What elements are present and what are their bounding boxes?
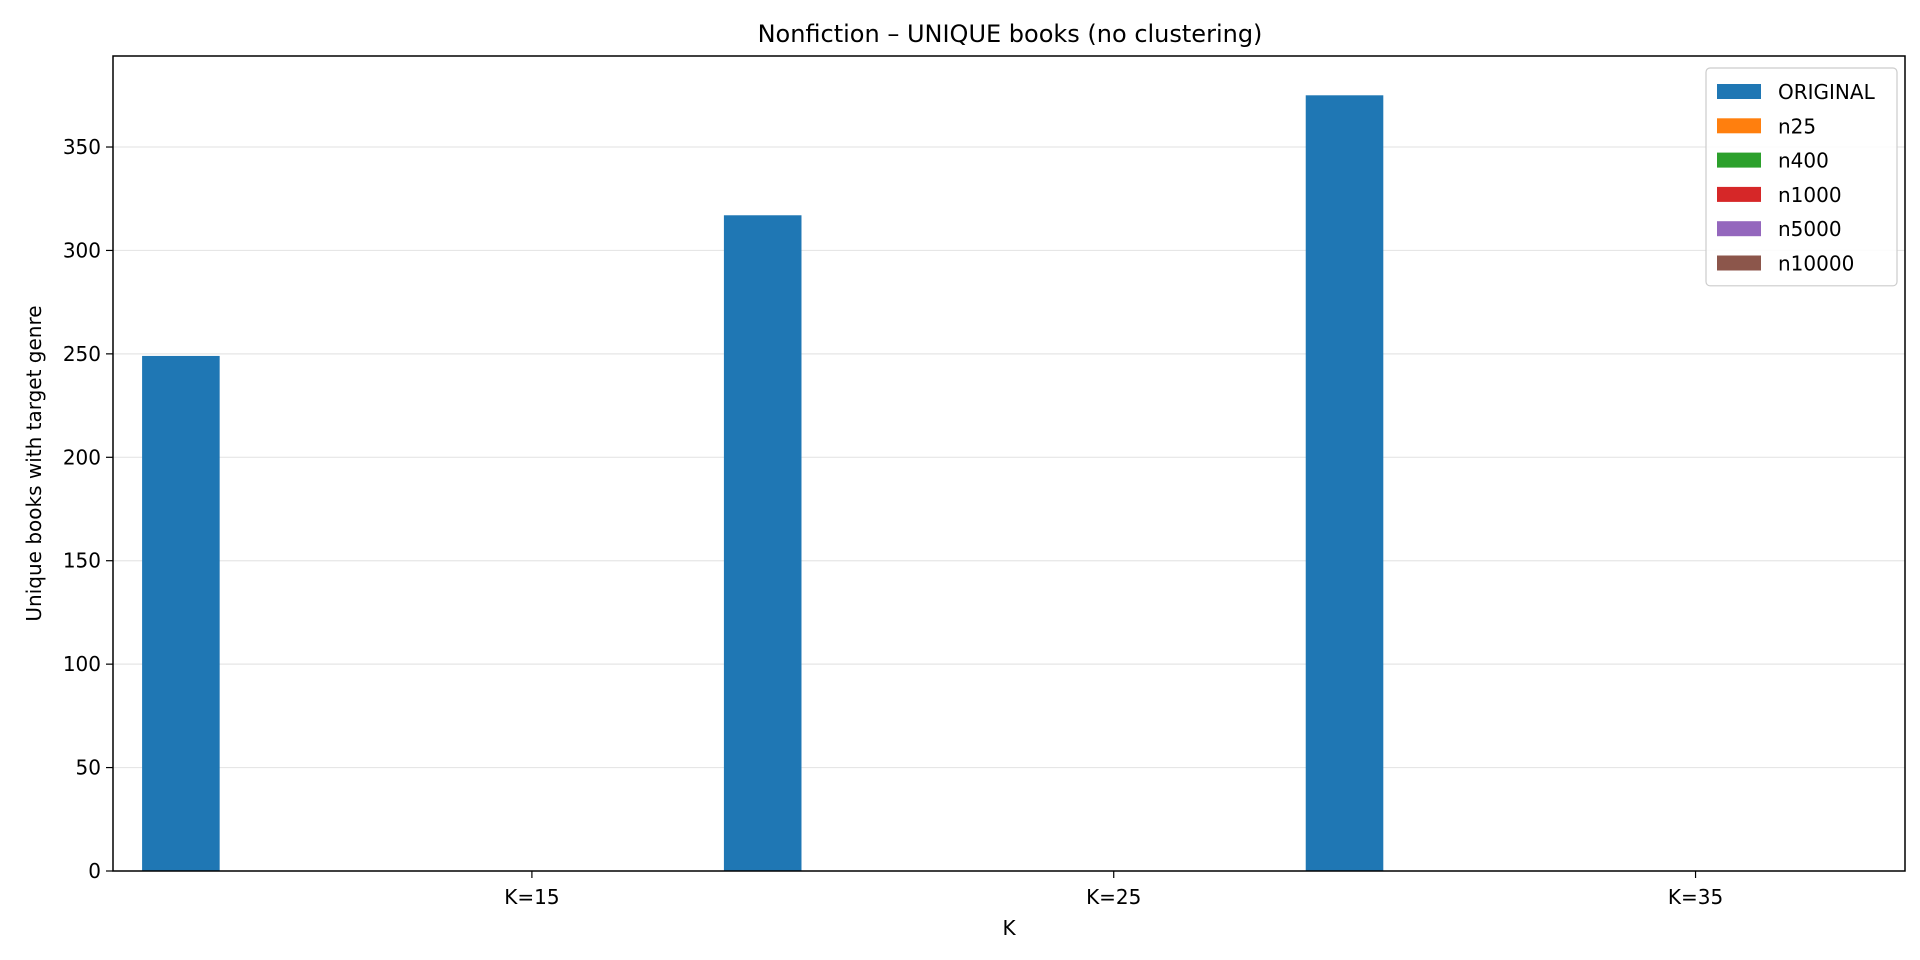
x-axis-label: K <box>1002 916 1016 940</box>
legend-label: n10000 <box>1778 252 1854 276</box>
y-axis-label: Unique books with target genre <box>22 305 46 621</box>
legend-label: n1000 <box>1778 183 1842 207</box>
y-tick-label: 200 <box>63 445 101 469</box>
x-tick-label: K=15 <box>504 885 559 909</box>
legend-swatch-n25 <box>1717 118 1761 134</box>
legend-swatch-ORIGINAL <box>1717 84 1761 99</box>
y-axis: 0 50 100 150 200 250 300 350 <box>63 135 113 883</box>
bar-ORIGINAL-K=35 <box>1305 95 1384 872</box>
y-tick-label: 150 <box>63 549 101 573</box>
plot-frame <box>112 55 1906 872</box>
bar-ORIGINAL-K=25 <box>723 215 802 871</box>
gridlines <box>113 146 1905 769</box>
legend: ORIGINAL n25 n400 n1000 n5000 n10000 <box>1705 67 1898 287</box>
y-tick-label: 0 <box>88 859 101 883</box>
legend-label: n400 <box>1778 149 1829 173</box>
y-tick-label: 250 <box>63 342 101 366</box>
x-tick-label: K=25 <box>1086 885 1141 909</box>
y-tick-label: 300 <box>63 238 101 262</box>
x-axis: K=15 K=25 K=35 <box>504 871 1723 909</box>
legend-swatch-n1000 <box>1717 186 1761 202</box>
legend-swatch-n400 <box>1717 152 1761 168</box>
legend-label: ORIGINAL <box>1778 80 1876 104</box>
legend-swatch-n10000 <box>1717 255 1761 271</box>
chart-title: Nonfiction – UNIQUE books (no clustering… <box>758 20 1263 48</box>
y-tick-label: 100 <box>63 652 101 676</box>
legend-label: n5000 <box>1778 217 1842 241</box>
x-tick-label: K=35 <box>1668 885 1723 909</box>
bars <box>142 95 1384 872</box>
y-tick-label: 50 <box>76 756 101 780</box>
legend-swatch-n5000 <box>1717 221 1761 237</box>
bar-ORIGINAL-K=15 <box>142 355 220 872</box>
y-tick-label: 350 <box>63 135 101 159</box>
legend-label: n25 <box>1778 114 1816 138</box>
